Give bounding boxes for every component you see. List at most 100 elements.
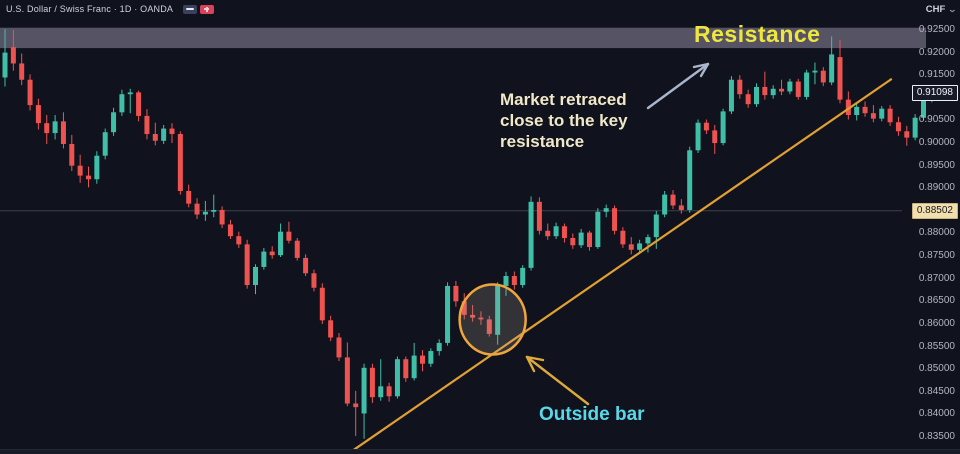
candle-body bbox=[720, 111, 726, 144]
candle-body bbox=[144, 115, 150, 135]
candle-body bbox=[211, 209, 217, 212]
candle-body bbox=[319, 287, 325, 321]
candle-body bbox=[202, 211, 208, 215]
candle-body bbox=[795, 81, 801, 97]
candle-body bbox=[303, 257, 309, 274]
symbol-header[interactable]: U.S. Dollar / Swiss Franc · 1D · OANDA bbox=[6, 4, 215, 14]
price-tick-label: 0.87500 bbox=[918, 250, 955, 262]
retrace-note[interactable]: Market retraced close to the key resista… bbox=[500, 90, 628, 151]
swiss-flag-icon bbox=[200, 4, 215, 14]
candle-body bbox=[470, 314, 476, 318]
price-tick-label: 0.90000 bbox=[918, 137, 955, 149]
candle-body bbox=[620, 230, 626, 245]
symbol-title: U.S. Dollar / Swiss Franc · 1D · OANDA bbox=[6, 4, 174, 14]
candle-body bbox=[127, 92, 133, 95]
candle-body bbox=[678, 205, 684, 210]
candle-body bbox=[119, 94, 125, 113]
price-tick-label: 0.91500 bbox=[918, 69, 955, 81]
price-tick-label: 0.84500 bbox=[918, 385, 955, 397]
currency-selector[interactable]: CHF ⌄ bbox=[925, 4, 958, 15]
candle-body bbox=[261, 251, 267, 267]
candle-body bbox=[2, 52, 8, 78]
trendline[interactable] bbox=[347, 77, 893, 454]
price-tick-label: 0.85500 bbox=[918, 340, 955, 352]
candle-body bbox=[369, 367, 375, 398]
candle-body bbox=[520, 267, 526, 286]
candle-body bbox=[695, 122, 701, 151]
candle-body bbox=[27, 79, 33, 106]
price-tick-label: 0.85000 bbox=[918, 363, 955, 375]
price-tick-label: 0.92000 bbox=[918, 46, 955, 58]
candle-body bbox=[879, 108, 885, 119]
candle-body bbox=[904, 131, 910, 138]
candle-body bbox=[820, 70, 826, 83]
outside-bar-label[interactable]: Outside bar bbox=[539, 404, 645, 425]
candle-body bbox=[703, 122, 709, 131]
price-tick-label: 0.87000 bbox=[918, 272, 955, 284]
candle-body bbox=[136, 92, 142, 116]
price-tick-label: 0.86000 bbox=[918, 317, 955, 329]
candle-body bbox=[812, 70, 818, 73]
candle-body bbox=[278, 231, 284, 256]
candle-body bbox=[561, 226, 567, 239]
candle-body bbox=[10, 47, 16, 64]
currency-label: CHF bbox=[925, 4, 946, 15]
candle-body bbox=[328, 320, 334, 338]
candle-body bbox=[687, 150, 693, 210]
candle-body bbox=[253, 266, 258, 286]
candle-body bbox=[912, 117, 918, 138]
candle-body bbox=[595, 211, 601, 248]
candle-body bbox=[770, 88, 776, 96]
candle-body bbox=[737, 79, 743, 95]
candle-body bbox=[378, 386, 384, 398]
candle-body bbox=[269, 251, 275, 256]
candle-body bbox=[745, 94, 751, 105]
candle-body bbox=[712, 130, 718, 144]
time-axis[interactable] bbox=[0, 449, 960, 454]
candle-body bbox=[152, 134, 158, 141]
outside-bar-circle[interactable] bbox=[458, 283, 527, 356]
candle-body bbox=[545, 230, 551, 237]
resistance-zone[interactable] bbox=[0, 27, 926, 49]
last-price-label: 0.91098 bbox=[911, 85, 958, 102]
candle-body bbox=[870, 113, 876, 119]
price-tick-label: 0.92500 bbox=[918, 24, 955, 35]
candle-body bbox=[244, 244, 250, 286]
candle-body bbox=[862, 106, 868, 114]
candle-body bbox=[219, 209, 225, 225]
candle-body bbox=[428, 351, 434, 364]
candle-body bbox=[662, 194, 668, 215]
candle-body bbox=[804, 72, 810, 97]
chevron-down-icon: ⌄ bbox=[947, 5, 958, 14]
candle-body bbox=[52, 121, 58, 134]
candle-body bbox=[670, 194, 676, 206]
candle-body bbox=[653, 214, 659, 238]
candle-body bbox=[111, 112, 117, 133]
flag-icons bbox=[183, 4, 215, 14]
candle-body bbox=[570, 238, 576, 246]
us-flag-icon bbox=[183, 4, 198, 14]
candle-body bbox=[478, 317, 484, 320]
candle-body bbox=[495, 285, 501, 335]
candle-body bbox=[361, 367, 367, 414]
candle-body bbox=[637, 243, 643, 250]
candle-body bbox=[854, 106, 860, 116]
candle-body bbox=[344, 357, 350, 404]
candle-body bbox=[19, 63, 25, 80]
candle-body bbox=[603, 208, 609, 212]
candle-body bbox=[829, 54, 835, 83]
candle-body bbox=[411, 355, 417, 379]
candle-body bbox=[445, 285, 451, 343]
candle-body bbox=[186, 190, 192, 204]
price-tick-label: 0.83500 bbox=[918, 430, 955, 442]
resistance-label[interactable]: Resistance bbox=[694, 21, 821, 47]
candle-body bbox=[503, 275, 509, 286]
candle-body bbox=[227, 224, 233, 237]
candle-body bbox=[553, 226, 559, 237]
candle-body bbox=[311, 273, 317, 288]
price-tick-label: 0.86500 bbox=[918, 295, 955, 307]
price-tick-label: 0.89000 bbox=[918, 182, 955, 194]
